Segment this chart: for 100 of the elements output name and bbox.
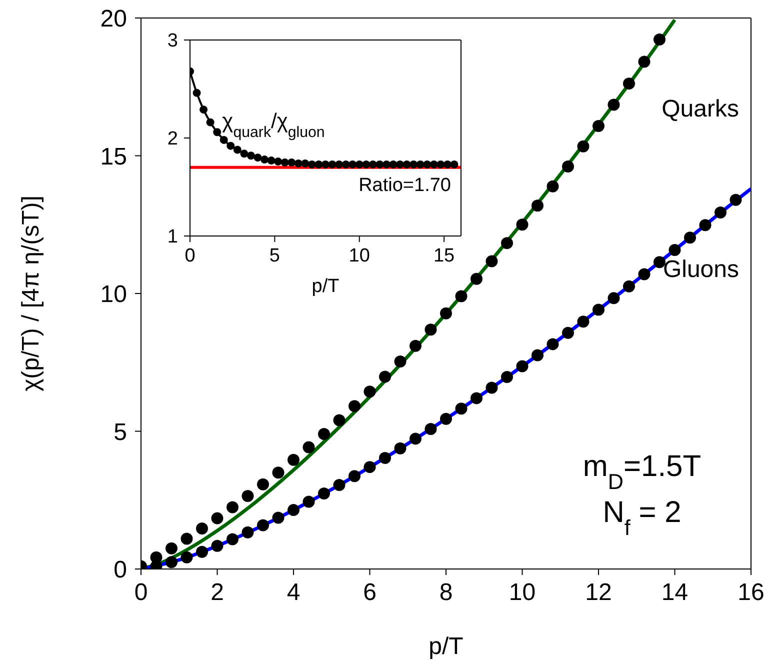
annotation: N$_{f}$ = 2: [602, 496, 682, 540]
point: [501, 237, 513, 250]
point: [322, 160, 330, 168]
point: [382, 160, 390, 168]
point: [211, 512, 224, 524]
point: [226, 533, 238, 546]
annotation: χ$_{quark}$/χ$_{gluon}$: [222, 110, 325, 141]
y-tick-label: 15: [100, 143, 127, 170]
point: [240, 150, 248, 158]
y-axis-title: χ(p/T) / [4π η/(sT)]: [18, 196, 45, 392]
point: [301, 159, 310, 168]
x-tick-label: 12: [585, 579, 612, 606]
point: [302, 496, 315, 508]
point: [335, 160, 344, 168]
point: [364, 461, 376, 474]
point: [623, 78, 635, 90]
y-tick-label: 0: [114, 556, 127, 584]
point: [280, 158, 289, 166]
x-tick-label: 8: [439, 579, 453, 606]
point: [486, 382, 498, 394]
point: [684, 232, 696, 244]
x-axis-title: p/T: [428, 633, 464, 660]
point: [288, 454, 300, 466]
point: [288, 158, 296, 166]
point: [318, 488, 330, 500]
point: [730, 194, 742, 206]
point: [638, 268, 650, 280]
point: [501, 370, 513, 383]
x-tick-label: 10: [348, 245, 370, 266]
point: [246, 152, 255, 160]
point: [196, 522, 208, 534]
point: [233, 146, 242, 154]
point: [416, 160, 424, 168]
point: [226, 142, 235, 150]
point: [267, 156, 276, 165]
y-tick-label: 3: [167, 30, 178, 52]
point: [368, 160, 377, 168]
point: [308, 160, 316, 168]
point: [424, 324, 437, 336]
x-tick-label: 2: [210, 579, 224, 606]
y-tick-label: 10: [100, 281, 127, 308]
point: [532, 349, 544, 362]
point: [362, 160, 370, 168]
point: [486, 255, 498, 268]
series-label: Quarks: [662, 95, 739, 122]
point: [577, 140, 590, 152]
point: [180, 551, 193, 564]
x-tick-label: 10: [508, 579, 536, 606]
point: [394, 442, 406, 454]
point: [592, 120, 604, 132]
y-tick-label: 5: [114, 418, 127, 446]
point: [379, 452, 391, 464]
point: [436, 160, 445, 168]
point: [333, 414, 346, 426]
point: [396, 160, 404, 168]
point: [699, 219, 712, 232]
point: [348, 160, 357, 168]
point: [423, 160, 432, 168]
point: [424, 423, 437, 436]
point: [654, 256, 666, 268]
point: [608, 292, 620, 304]
point: [242, 490, 254, 502]
point: [206, 118, 214, 126]
point: [274, 158, 282, 166]
point: [654, 33, 666, 46]
point: [180, 532, 193, 545]
ref-line-label: Ratio=1.70: [358, 174, 451, 196]
x-tick-label: 14: [661, 579, 688, 606]
point: [355, 160, 364, 168]
annotation: m$_{D}$=1.5T: [582, 450, 702, 494]
point: [577, 316, 590, 328]
point: [318, 428, 330, 440]
point: [546, 338, 559, 350]
y-tick-label: 2: [167, 128, 178, 150]
x-axis-title: p/T: [312, 276, 340, 297]
point: [440, 307, 452, 320]
point: [333, 478, 346, 491]
point: [328, 160, 336, 168]
point: [364, 386, 376, 398]
point: [443, 160, 452, 168]
point: [714, 206, 726, 219]
point: [455, 290, 468, 302]
point: [470, 392, 482, 404]
point: [211, 540, 224, 552]
point: [562, 160, 574, 172]
point: [342, 160, 350, 168]
point: [196, 546, 208, 558]
point: [272, 466, 284, 479]
point: [272, 512, 284, 524]
point: [562, 326, 574, 339]
point: [192, 88, 201, 97]
x-tick-label: 15: [433, 245, 455, 266]
point: [668, 244, 681, 256]
x-tick-label: 5: [269, 245, 280, 266]
point: [288, 504, 300, 516]
point: [348, 400, 360, 412]
x-tick-label: 6: [363, 579, 376, 606]
point: [402, 160, 411, 168]
x-tick-label: 4: [286, 579, 300, 606]
point: [592, 304, 604, 316]
